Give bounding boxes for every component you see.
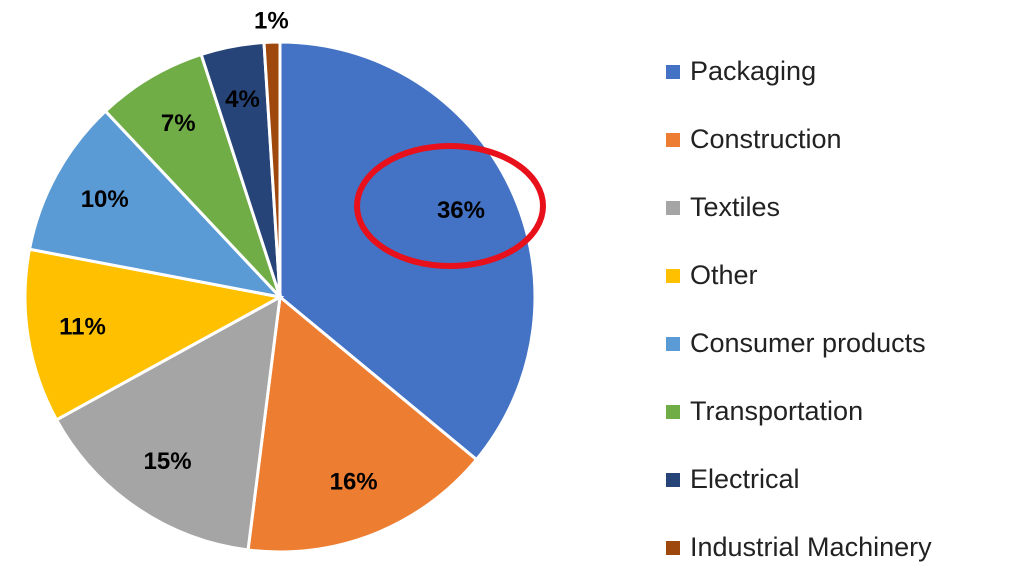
value-label: 11% — [59, 314, 106, 341]
legend-label: Consumer products — [690, 328, 926, 358]
legend-swatch — [666, 133, 680, 147]
legend-swatch — [666, 473, 680, 487]
value-label: 36% — [437, 197, 485, 224]
value-label: 16% — [330, 468, 378, 495]
value-label: 15% — [144, 448, 192, 475]
legend-swatch — [666, 541, 680, 555]
value-label: 7% — [161, 110, 196, 137]
pie — [23, 40, 537, 554]
value-label: 1% — [254, 7, 289, 34]
legend-swatch — [666, 269, 680, 283]
slice — [54, 294, 282, 552]
legend-label: Other — [690, 260, 758, 290]
highlight-ellipse — [354, 143, 546, 269]
legend-label: Industrial Machinery — [690, 532, 932, 562]
legend-swatch — [666, 337, 680, 351]
slice — [246, 294, 479, 554]
slice — [27, 108, 285, 300]
legend: Packaging Construction Textiles Other Consum… — [666, 56, 932, 562]
slice — [23, 247, 285, 422]
legend-swatch — [666, 201, 680, 215]
legend-swatch — [666, 405, 680, 419]
legend-swatch — [666, 65, 680, 79]
legend-label: Transportation — [690, 396, 863, 426]
legend-label: Construction — [690, 124, 842, 154]
legend-label: Packaging — [690, 56, 816, 86]
value-label: 10% — [81, 186, 129, 213]
value-labels: 36% 16% 15% 11% 10% 7% 4% 1% — [59, 7, 485, 495]
slice — [103, 52, 282, 299]
value-label: 4% — [225, 86, 260, 113]
legend-label: Textiles — [690, 192, 780, 222]
slice — [262, 40, 282, 298]
legend-label: Electrical — [690, 464, 800, 494]
